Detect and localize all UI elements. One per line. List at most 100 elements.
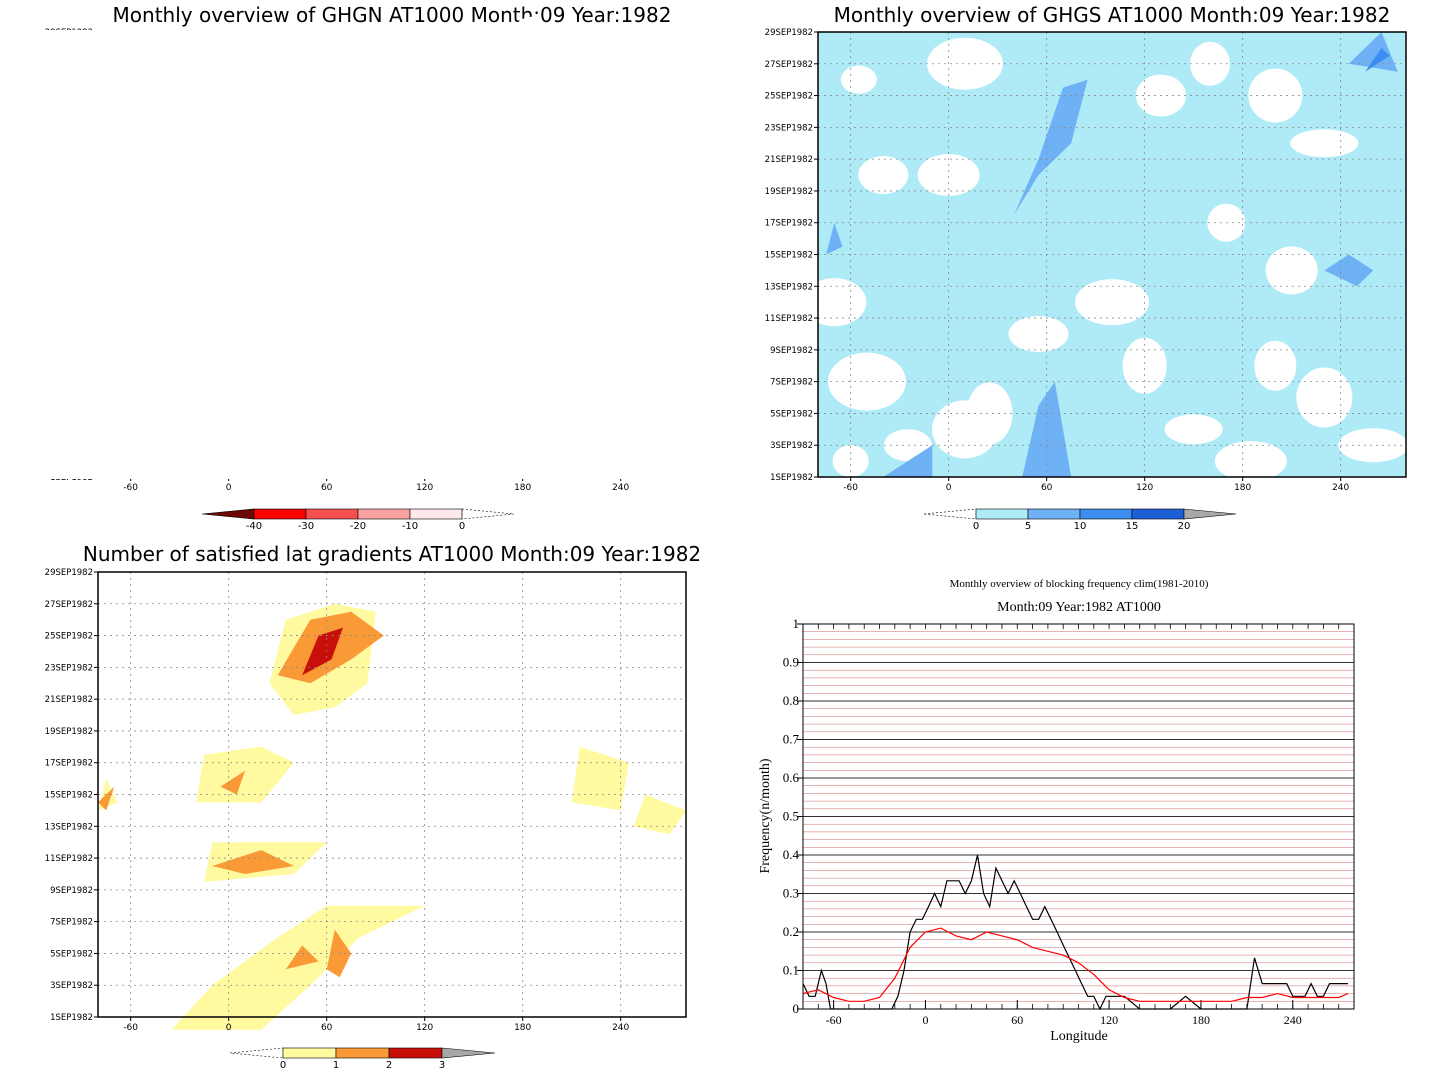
x-tick-label: 180: [1234, 483, 1251, 493]
unshaded-patch: [832, 445, 869, 478]
colorbar-label: 20: [1178, 521, 1191, 532]
x-tick-label: 0: [226, 1023, 232, 1033]
unshaded-patch: [1296, 367, 1353, 428]
colorbar-label: 3: [439, 1060, 445, 1071]
x-tick-label: 240: [1284, 1013, 1302, 1027]
x-tick-label: 240: [1332, 483, 1349, 493]
y-tick-label: 21SEP1982: [765, 155, 813, 165]
y-tick-label: 0.3: [783, 886, 799, 901]
x-tick-label: 60: [1041, 483, 1053, 493]
chart-subtitle: Month:09 Year:1982 AT1000: [997, 600, 1161, 615]
y-axis-label: Frequency(n/month): [758, 758, 773, 873]
y-tick-label: 29SEP1982: [765, 28, 813, 38]
y-tick-label: 15SEP1982: [45, 791, 93, 801]
y-tick-label: 17SEP1982: [765, 219, 813, 229]
y-tick-label: 0.2: [783, 924, 799, 939]
y-tick-label: 19SEP1982: [45, 727, 93, 737]
x-tick-label: -60: [123, 483, 138, 493]
colorbar-segment: [1079, 508, 1133, 520]
colorbar: 0 1 2 3: [229, 1047, 496, 1071]
unshaded-patch: [1338, 428, 1409, 463]
y-tick-label: 0.8: [783, 693, 799, 708]
blocking-frequency-panel: Monthly overview of blocking frequency c…: [758, 578, 1355, 1044]
colorbar-segment: [253, 508, 307, 520]
y-tick-label: 23SEP1982: [765, 123, 813, 133]
colorbar-segment: [1131, 508, 1185, 520]
unshaded-patch: [1122, 337, 1167, 394]
contour-region: [1365, 47, 1390, 72]
contour-region: [1014, 79, 1088, 215]
colorbar-label: 0: [459, 521, 465, 532]
x-axis-label: Longitude: [1050, 1029, 1108, 1044]
colorbar-label: -30: [298, 521, 314, 532]
colorbar-label: 2: [386, 1060, 392, 1071]
colorbar-label: 10: [1074, 521, 1087, 532]
contour-region: [220, 770, 245, 795]
colorbar-label: 5: [1025, 521, 1031, 532]
colorbar-label: 1: [333, 1060, 339, 1071]
y-tick-label: 0.4: [783, 847, 800, 862]
colorbar-segment: [357, 508, 411, 520]
x-tick-label: 60: [1011, 1013, 1023, 1027]
unshaded-patch: [932, 400, 998, 459]
mask-right: [1406, 30, 1440, 479]
contour-region: [302, 627, 343, 676]
x-tick-label: 120: [1100, 1013, 1118, 1027]
colorbar-segment: [975, 508, 1029, 520]
y-tick-label: 1SEP1982: [50, 1013, 93, 1023]
colorbar: 0 5 10 15 20: [923, 508, 1237, 532]
y-tick-label: 11SEP1982: [45, 854, 93, 864]
chart-title: Monthly overview of GHGS AT1000 Month:09…: [834, 3, 1391, 27]
colorbar-extension-high: [441, 1047, 496, 1059]
y-tick-label: 0.9: [783, 655, 799, 670]
contour-region: [1324, 254, 1374, 287]
y-tick-label: 25SEP1982: [765, 92, 813, 102]
unshaded-patch: [1164, 414, 1223, 445]
colorbar-extension-high: [461, 508, 515, 520]
colorbar-label: -20: [350, 521, 366, 532]
colorbar-extension-high: [1183, 508, 1237, 520]
y-tick-label: 23SEP1982: [45, 663, 93, 673]
plot-frame: [802, 623, 1355, 1010]
unshaded-patch: [1290, 129, 1359, 158]
lat-gradients-panel: Number of satisfied lat gradients AT1000…: [0, 542, 726, 1071]
y-tick-label: 29SEP1982: [45, 568, 93, 578]
ghgs-panel: Monthly overview of GHGS AT1000 Month:09…: [0, 3, 1440, 532]
x-tick-label: -60: [826, 1013, 842, 1027]
y-tick-label: 7SEP1982: [770, 378, 813, 388]
unshaded-patch: [917, 154, 980, 197]
colorbar-extension-low: [229, 1047, 284, 1059]
contour-region: [171, 905, 425, 1030]
x-tick-label: 60: [321, 1023, 333, 1033]
colorbar-segment: [282, 1047, 337, 1059]
colorbar: -40 -30 -20 -10 0: [201, 508, 515, 532]
y-tick-label: 0: [793, 1001, 800, 1016]
x-tick-label: 120: [1136, 483, 1153, 493]
x-tick-label: 240: [612, 483, 629, 493]
y-tick-label: 9SEP1982: [50, 886, 93, 896]
x-tick-label: 180: [514, 483, 531, 493]
x-tick-label: 180: [514, 1023, 531, 1033]
colorbar-label: 0: [280, 1060, 286, 1071]
contour-region: [883, 445, 933, 477]
x-tick-label: 180: [1192, 1013, 1210, 1027]
contour-region: [826, 222, 843, 255]
colorbar-label: 15: [1126, 521, 1139, 532]
unshaded-patch: [840, 65, 877, 94]
unshaded-patch: [1254, 340, 1297, 391]
y-tick-label: 0.1: [783, 963, 799, 978]
chart-title: Monthly overview of blocking frequency c…: [950, 578, 1209, 590]
unshaded-patch: [1075, 279, 1149, 326]
contour-region: [633, 794, 686, 835]
x-tick-label: 0: [922, 1013, 928, 1027]
mask-left: [0, 570, 98, 1019]
unshaded-patch: [1008, 315, 1069, 352]
colorbar-segment: [305, 508, 359, 520]
y-tick-label: 0.7: [783, 732, 800, 747]
contour-region: [196, 746, 294, 803]
y-tick-label: 27SEP1982: [765, 60, 813, 70]
y-tick-label: 17SEP1982: [45, 759, 93, 769]
y-tick-label: 7SEP1982: [50, 918, 93, 928]
colorbar-label: 0: [973, 521, 979, 532]
mask-left: [0, 30, 818, 479]
